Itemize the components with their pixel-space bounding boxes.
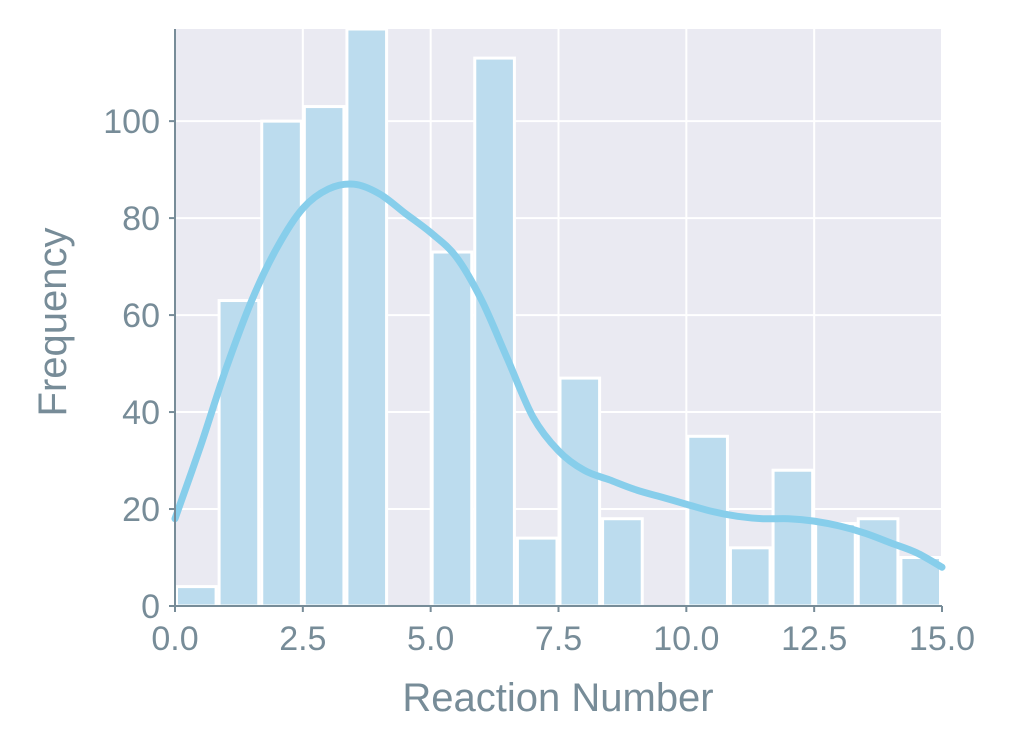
y-tick-label: 40: [122, 394, 160, 432]
histogram-bar: [771, 468, 815, 608]
y-tick-label: 0: [141, 588, 160, 626]
x-tick-label: 5.0: [407, 620, 454, 658]
histogram-bar: [558, 376, 602, 608]
x-tick-label: 15.0: [909, 620, 975, 658]
y-tick-label: 80: [122, 200, 160, 238]
y-tick-label: 20: [122, 491, 160, 529]
y-tick-label: 60: [122, 297, 160, 335]
x-tick-label: 10.0: [653, 620, 719, 658]
x-tick-label: 12.5: [781, 620, 847, 658]
y-tick-label: 100: [103, 103, 160, 141]
x-tick-label: 2.5: [279, 620, 326, 658]
histogram-bar: [217, 299, 261, 608]
histogram-bar: [814, 522, 857, 608]
x-axis-ticks: 0.0 2.5 5.0 7.5 10.0 12.5 15.0: [151, 606, 975, 658]
histogram-bar: [601, 517, 644, 608]
histogram-bar: [686, 434, 729, 608]
y-axis-ticks: 0 20 40 60 80 100: [103, 103, 175, 626]
kde-curve: [171, 180, 946, 571]
histogram-bar: [175, 585, 218, 608]
histogram-bar: [515, 536, 559, 608]
histogram-bar: [302, 105, 346, 608]
histogram-bar: [345, 27, 389, 608]
x-tick-label: 0.0: [151, 620, 198, 658]
y-axis-title: Frequency: [31, 228, 75, 417]
x-axis-title: Reaction Number: [402, 676, 713, 720]
histogram-bar: [260, 119, 303, 608]
histogram-bar: [430, 250, 474, 608]
histogram-bar: [728, 546, 772, 608]
x-tick-label: 7.5: [535, 620, 582, 658]
